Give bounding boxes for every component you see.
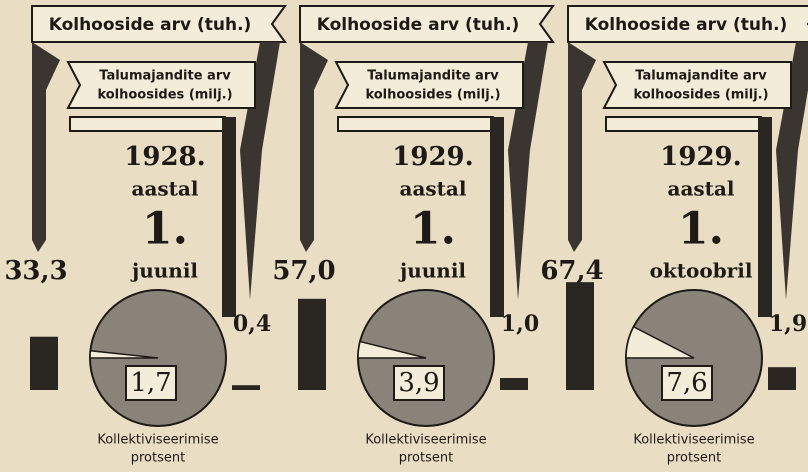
households-label: Talumajandite arv (367, 69, 499, 84)
chart: Kolhooside arv (tuh.) Talumajandite arv ko… (0, 0, 808, 472)
post (758, 117, 772, 317)
households-label: kolhoosides (milj.) (633, 88, 768, 103)
date-text: 1928. (124, 142, 205, 172)
farms-value: 67,4 (540, 256, 603, 286)
farms-bar (30, 337, 58, 390)
households-bar (500, 378, 528, 390)
date-text: aastal (132, 177, 199, 201)
farms-label: Kolhooside arv (tuh.) (585, 15, 788, 35)
households-bar (232, 385, 260, 390)
post (490, 117, 504, 317)
date-text: aastal (668, 177, 735, 201)
farms-value: 33,3 (4, 256, 67, 286)
farms-label: Kolhooside arv (tuh.) (49, 15, 252, 35)
date-text: 1. (410, 204, 456, 255)
households-label: kolhoosides (milj.) (97, 88, 232, 103)
share-label: protsent (399, 451, 453, 466)
date-text: 1929. (660, 142, 741, 172)
plank (606, 117, 761, 131)
farms-bar (566, 282, 594, 390)
households-label: Talumajandite arv (99, 69, 231, 84)
plank (70, 117, 225, 131)
date-text: 1. (678, 204, 724, 255)
share-value: 1,7 (130, 368, 171, 398)
plank (338, 117, 493, 131)
date-text: juunil (130, 259, 198, 283)
share-label: protsent (131, 451, 185, 466)
farms-bar (298, 299, 326, 390)
farms-value: 57,0 (272, 256, 335, 286)
households-value: 1,9 (769, 311, 807, 337)
households-label: Talumajandite arv (635, 69, 767, 84)
households-label: kolhoosides (milj.) (365, 88, 500, 103)
households-value: 0,4 (233, 311, 271, 337)
share-label: protsent (667, 451, 721, 466)
share-label: Kollektiviseerimise (97, 433, 218, 448)
post (222, 117, 236, 317)
households-value: 1,0 (501, 311, 539, 337)
date-text: aastal (400, 177, 467, 201)
date-text: 1. (142, 204, 188, 255)
farms-label: Kolhooside arv (tuh.) (317, 15, 520, 35)
share-value: 3,9 (398, 368, 439, 398)
households-bar (768, 367, 796, 390)
share-label: Kollektiviseerimise (633, 433, 754, 448)
date-text: juunil (398, 259, 466, 283)
page: Kolhooside arv (tuh.) Talumajandite arv ko… (0, 0, 808, 472)
share-label: Kollektiviseerimise (365, 433, 486, 448)
date-text: 1929. (392, 142, 473, 172)
date-text: oktoobril (650, 259, 753, 283)
share-value: 7,6 (666, 368, 707, 398)
